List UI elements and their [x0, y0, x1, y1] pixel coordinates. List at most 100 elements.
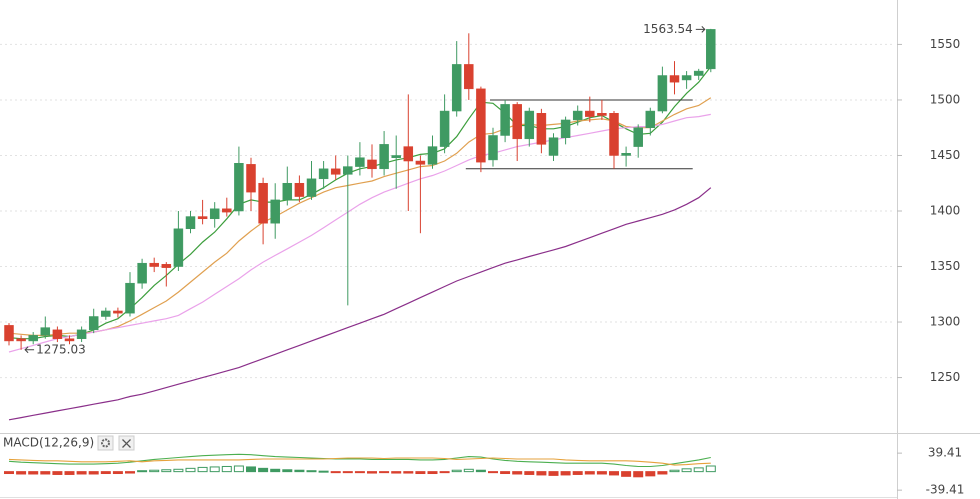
histogram-bar — [536, 471, 547, 476]
candle-body — [209, 208, 220, 220]
candle-body — [451, 64, 462, 112]
histogram-bar — [125, 471, 135, 474]
candle-body — [560, 119, 571, 138]
histogram-bar — [584, 471, 595, 475]
y-tick-label: 1500 — [930, 92, 961, 106]
histogram-bar — [524, 471, 535, 475]
y-tick-label: 1300 — [930, 315, 961, 329]
histogram-bar — [705, 465, 716, 473]
candle-body — [343, 166, 353, 175]
candle-body — [524, 110, 535, 140]
low-price-arrow — [24, 346, 35, 354]
histogram-bar — [645, 471, 656, 477]
histogram-bar — [294, 469, 305, 473]
candle-body — [246, 164, 256, 193]
histogram-bar — [657, 471, 668, 475]
histogram-bar — [379, 471, 390, 474]
y-tick-label: 39.41 — [928, 446, 962, 460]
histogram-bar — [161, 469, 172, 473]
moving-average-line — [8, 113, 711, 353]
candle-body — [330, 168, 341, 175]
candle-body — [125, 282, 135, 314]
histogram-bar — [367, 471, 377, 474]
candle-body — [464, 64, 474, 90]
candle-body — [427, 146, 438, 165]
histogram-bar — [100, 471, 111, 475]
candle-body — [282, 182, 293, 201]
candle-body — [4, 325, 14, 342]
candle-body — [536, 113, 547, 145]
candle-body — [476, 88, 486, 163]
candle-body — [572, 110, 583, 121]
histogram-bar — [548, 471, 559, 476]
candle-body — [149, 262, 159, 267]
candle-body — [64, 338, 75, 342]
histogram-bar — [354, 471, 365, 474]
histogram-bar — [258, 467, 269, 473]
histogram-bar — [342, 471, 353, 474]
candle-body — [621, 153, 631, 156]
candle-body — [645, 110, 656, 128]
candle-body — [500, 104, 510, 136]
candle-body — [161, 264, 172, 268]
candle-body — [88, 316, 99, 331]
candle-body — [415, 160, 426, 165]
histogram-bar — [693, 467, 704, 473]
histogram-bar — [415, 471, 426, 475]
candle-body — [439, 110, 450, 147]
histogram-bar — [669, 469, 680, 473]
histogram-bar — [76, 471, 87, 475]
macd-line — [8, 453, 711, 468]
histogram-bar — [64, 471, 75, 475]
candle-body — [270, 199, 280, 224]
low-price-label: 1275.03 — [36, 342, 86, 356]
candle-body — [681, 75, 692, 81]
histogram-bar — [16, 471, 27, 475]
histogram-bar — [572, 471, 583, 475]
histogram-bar — [233, 465, 244, 473]
close-button[interactable] — [118, 435, 135, 451]
candle-body — [403, 146, 414, 162]
histogram-bar — [681, 468, 692, 473]
candle-body — [488, 135, 498, 161]
last-price-arrow — [695, 26, 706, 33]
y-tick-label: 1400 — [930, 204, 961, 218]
candle-body — [706, 29, 716, 70]
candle-body — [367, 159, 377, 170]
candle-body — [294, 182, 305, 197]
y-tick-label: -39.41 — [926, 483, 965, 497]
candle-body — [585, 110, 595, 117]
y-tick-label: 1550 — [930, 37, 961, 51]
histogram-bar — [596, 471, 607, 475]
candle-body — [548, 137, 559, 156]
candle-body — [391, 155, 401, 158]
last-price-label: 1563.54 — [643, 22, 693, 36]
histogram-bar — [246, 466, 256, 473]
indicator-title: MACD(12,26,9) — [3, 436, 94, 450]
histogram-bar — [621, 471, 632, 477]
histogram-bar — [88, 471, 99, 475]
histogram-bar — [609, 471, 619, 476]
candle-body — [101, 310, 111, 317]
histogram-bar — [439, 471, 450, 474]
histogram-bar — [28, 471, 39, 475]
histogram-bar — [173, 468, 184, 473]
candle-body — [16, 338, 26, 342]
histogram-bar — [197, 466, 208, 473]
histogram-bar — [209, 466, 220, 473]
candle-body — [609, 113, 619, 156]
candle-body — [306, 178, 317, 197]
histogram-bar — [403, 471, 414, 474]
histogram-bar — [560, 471, 571, 476]
histogram-bar — [475, 469, 486, 473]
histogram-bar — [185, 467, 196, 473]
histogram-bar — [4, 471, 14, 475]
histogram-bar — [270, 468, 281, 473]
candle-body — [633, 127, 643, 147]
histogram-bar — [500, 471, 511, 475]
histogram-bar — [52, 471, 63, 475]
settings-button[interactable] — [97, 435, 114, 451]
candle-body — [52, 329, 63, 339]
